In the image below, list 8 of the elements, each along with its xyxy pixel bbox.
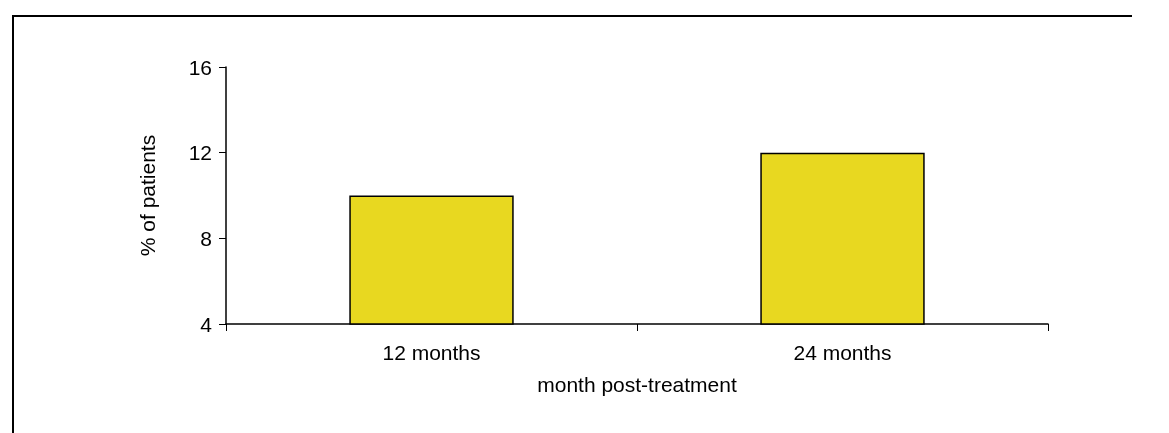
- x-tick-label: 12 months: [382, 341, 481, 364]
- y-tick-label: 8: [200, 226, 212, 250]
- y-tick-label: 12: [188, 141, 212, 165]
- y-tick-label: 4: [200, 312, 213, 336]
- x-tick-label: 24 months: [793, 341, 892, 364]
- y-axis-title: % of patients: [136, 134, 159, 257]
- x-axis-title: month post-treatment: [537, 373, 737, 396]
- y-tick-label: 16: [188, 55, 212, 79]
